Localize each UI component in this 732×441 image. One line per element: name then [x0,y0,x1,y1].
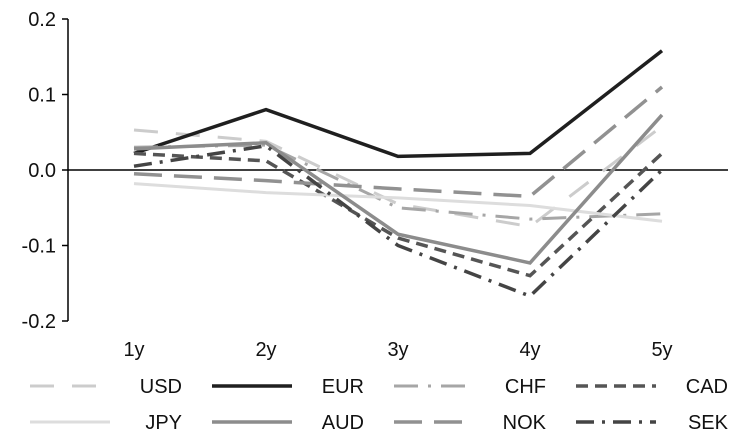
y-tick-label: -0.1 [22,236,56,258]
legend-label-aud: AUD [322,412,364,434]
y-tick-marks [62,18,68,322]
legend-label-chf: CHF [505,376,546,398]
y-tick-label: 0.0 [28,160,56,182]
series-line-sek [133,143,664,299]
series-line-aud [133,113,664,265]
legend-label-jpy: JPY [145,412,182,434]
axes: 0.2 0.1 0.0 -0.1 -0.2 1y 2y 3y 4y 5y [22,9,728,361]
legend-label-usd: USD [140,376,182,398]
series-line-cad [133,151,664,278]
y-tick-label: 0.1 [28,85,56,107]
series-lines [133,49,664,299]
legend-label-nok: NOK [503,412,547,434]
y-tick-labels: 0.2 0.1 0.0 -0.1 -0.2 [22,9,56,333]
y-tick-label: 0.2 [28,9,56,31]
legend: USD EUR CHF CAD JPY AUD NOK SEK [30,376,729,434]
series-line-nok [133,85,664,199]
x-tick-label: 5y [651,339,672,361]
series-line-jpy [133,182,663,223]
legend-label-eur: EUR [322,376,364,398]
legend-label-sek: SEK [688,412,729,434]
x-tick-label: 4y [519,339,540,361]
x-tick-label: 1y [123,339,144,361]
series-line-usd [133,125,663,229]
y-tick-label: -0.2 [22,311,56,333]
series-line-eur [133,49,664,159]
legend-label-cad: CAD [686,376,728,398]
x-tick-labels: 1y 2y 3y 4y 5y [123,339,672,361]
x-tick-label: 3y [387,339,408,361]
x-tick-label: 2y [255,339,276,361]
